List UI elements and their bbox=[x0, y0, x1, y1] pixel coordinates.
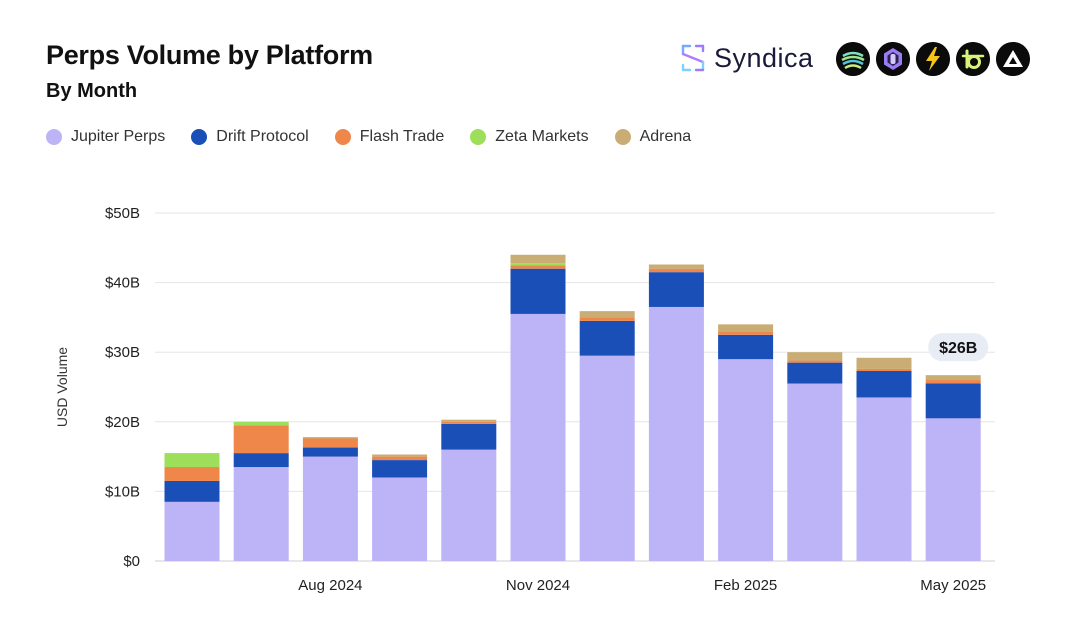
x-tick-label: Aug 2024 bbox=[298, 577, 362, 594]
bar-segment-adrena[interactable] bbox=[441, 419, 497, 422]
bar-segment-flash[interactable] bbox=[925, 380, 981, 384]
bar-segment-zeta[interactable] bbox=[510, 263, 566, 266]
bar-segment-adrena[interactable] bbox=[510, 254, 566, 264]
bar-segment-adrena[interactable] bbox=[925, 375, 981, 381]
legend-label: Drift Protocol bbox=[216, 128, 309, 145]
legend-label: Flash Trade bbox=[359, 128, 445, 145]
bar-segment-flash[interactable] bbox=[510, 265, 566, 269]
bar-segment-jupiter[interactable] bbox=[441, 449, 497, 561]
bar-segment-drift[interactable] bbox=[441, 423, 497, 450]
y-tick-label: $30B bbox=[105, 344, 140, 361]
bar-segment-flash[interactable] bbox=[856, 368, 912, 371]
bar-segment-drift[interactable] bbox=[579, 320, 635, 356]
total-callout-bubble bbox=[928, 333, 989, 362]
flash-trade-logo-icon bbox=[916, 42, 950, 76]
legend-swatch bbox=[614, 129, 631, 145]
legend-item-adrena[interactable]: Adrena bbox=[614, 128, 692, 146]
legend-swatch bbox=[46, 129, 62, 145]
legend-label: Jupiter Perps bbox=[71, 128, 166, 145]
chart-legend: Jupiter Perps Drift Protocol Flash Trade… bbox=[46, 128, 717, 146]
bar-segment-flash[interactable] bbox=[579, 317, 635, 321]
bar-segment-jupiter[interactable] bbox=[856, 397, 912, 561]
x-tick-label: Nov 2024 bbox=[506, 577, 570, 594]
legend-swatch bbox=[334, 129, 351, 145]
annotations: $26B bbox=[928, 333, 989, 362]
bars bbox=[164, 254, 981, 561]
bar-segment-jupiter[interactable] bbox=[718, 359, 774, 561]
bar-segment-jupiter[interactable] bbox=[648, 306, 704, 561]
bar-segment-drift[interactable] bbox=[372, 460, 428, 478]
bar-segment-jupiter[interactable] bbox=[164, 501, 220, 561]
bar-segment-flash[interactable] bbox=[441, 421, 497, 424]
legend-swatch bbox=[470, 129, 487, 145]
bar-segment-jupiter[interactable] bbox=[925, 418, 981, 561]
bar-segment-zeta[interactable] bbox=[233, 421, 289, 426]
bar-segment-zeta[interactable] bbox=[164, 453, 220, 468]
y-axis-label: USD Volume bbox=[54, 347, 70, 427]
y-tick-label: $10B bbox=[105, 483, 140, 500]
bar-segment-adrena[interactable] bbox=[372, 454, 428, 457]
x-tick-label: Feb 2025 bbox=[714, 577, 777, 594]
bar-segment-flash[interactable] bbox=[302, 438, 358, 448]
bar-segment-flash[interactable] bbox=[372, 456, 428, 461]
bar-segment-drift[interactable] bbox=[510, 268, 566, 314]
y-tick-label: $0 bbox=[123, 553, 140, 570]
bar-segment-drift[interactable] bbox=[925, 383, 981, 419]
bar-segment-adrena[interactable] bbox=[648, 264, 704, 269]
bar-segment-drift[interactable] bbox=[233, 453, 289, 468]
y-tick-label: $40B bbox=[105, 275, 140, 292]
gridlines bbox=[155, 212, 995, 562]
bar-segment-jupiter[interactable] bbox=[579, 355, 635, 561]
bar-segment-flash[interactable] bbox=[718, 331, 774, 335]
bar-segment-jupiter[interactable] bbox=[302, 456, 358, 561]
bar-segment-flash[interactable] bbox=[648, 268, 704, 273]
bar-segment-drift[interactable] bbox=[648, 272, 704, 307]
bar-segment-adrena[interactable] bbox=[787, 352, 843, 361]
brand-name: Syndica bbox=[714, 42, 814, 73]
legend-label: Adrena bbox=[639, 128, 692, 145]
bar-segment-drift[interactable] bbox=[856, 370, 912, 398]
partner-logos bbox=[836, 42, 1036, 76]
drift-logo-icon bbox=[876, 42, 910, 76]
y-tick-label: $20B bbox=[105, 414, 140, 431]
legend-item-drift-protocol[interactable]: Drift Protocol bbox=[191, 128, 309, 146]
legend-label: Zeta Markets bbox=[495, 128, 589, 145]
bar-segment-drift[interactable] bbox=[718, 334, 774, 360]
total-callout-label: $26B bbox=[939, 340, 977, 357]
legend-item-zeta-markets[interactable]: Zeta Markets bbox=[470, 128, 589, 146]
bar-segment-drift[interactable] bbox=[787, 362, 843, 384]
jupiter-logo-icon bbox=[836, 42, 870, 76]
bar-segment-jupiter[interactable] bbox=[510, 313, 566, 561]
bar-segment-adrena[interactable] bbox=[856, 357, 912, 369]
adrena-logo-icon bbox=[996, 42, 1030, 76]
bar-segment-adrena[interactable] bbox=[718, 324, 774, 332]
bar-segment-jupiter[interactable] bbox=[233, 467, 289, 561]
bar-segment-drift[interactable] bbox=[164, 480, 220, 502]
chart-title: Perps Volume by Platform bbox=[46, 40, 373, 70]
brand-lockup: Syndica bbox=[680, 40, 814, 76]
bar-segment-adrena[interactable] bbox=[302, 437, 358, 439]
bar-segment-jupiter[interactable] bbox=[787, 383, 843, 561]
bar-segment-flash[interactable] bbox=[164, 467, 220, 481]
zeta-markets-logo-icon bbox=[956, 42, 990, 76]
syndica-logo-icon bbox=[681, 44, 705, 72]
x-axis-ticks: Aug 2024 Nov 2024 Feb 2025 May 2025 bbox=[298, 577, 986, 594]
legend-swatch bbox=[191, 129, 208, 145]
bar-segment-jupiter[interactable] bbox=[372, 477, 428, 561]
legend-item-jupiter-perps[interactable]: Jupiter Perps bbox=[46, 128, 165, 146]
bar-segment-flash[interactable] bbox=[233, 425, 289, 454]
y-axis-ticks: $0 $10B $20B $30B $40B $50B bbox=[105, 205, 140, 570]
legend-item-flash-trade[interactable]: Flash Trade bbox=[334, 128, 445, 146]
x-tick-label: May 2025 bbox=[920, 577, 986, 594]
bar-segment-drift[interactable] bbox=[302, 447, 358, 457]
bar-segment-adrena[interactable] bbox=[579, 311, 635, 318]
y-tick-label: $50B bbox=[105, 205, 140, 222]
bar-segment-flash[interactable] bbox=[787, 360, 843, 363]
chart-subtitle: By Month bbox=[46, 80, 138, 102]
